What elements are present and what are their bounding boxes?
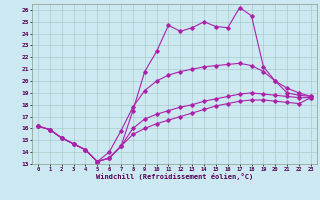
X-axis label: Windchill (Refroidissement éolien,°C): Windchill (Refroidissement éolien,°C): [96, 173, 253, 180]
